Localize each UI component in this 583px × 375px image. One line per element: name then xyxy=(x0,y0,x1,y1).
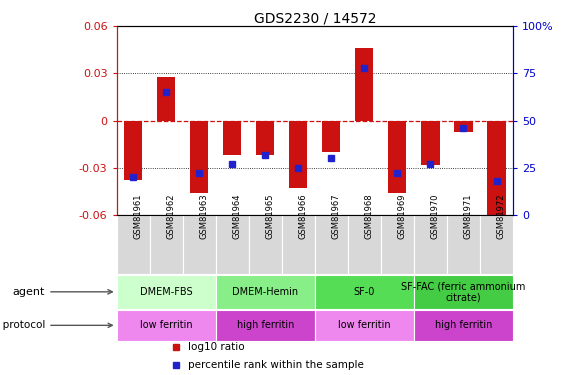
Bar xyxy=(348,215,381,274)
Bar xyxy=(216,310,315,341)
Title: GDS2230 / 14572: GDS2230 / 14572 xyxy=(254,11,376,25)
Bar xyxy=(117,310,216,341)
Bar xyxy=(182,215,216,274)
Text: GSM81969: GSM81969 xyxy=(398,194,406,239)
Text: SF-0: SF-0 xyxy=(354,287,375,297)
Bar xyxy=(216,215,249,274)
Bar xyxy=(117,215,150,274)
Text: GSM81967: GSM81967 xyxy=(331,194,340,240)
Text: high ferritin: high ferritin xyxy=(237,320,294,330)
Bar xyxy=(480,215,513,274)
Text: low ferritin: low ferritin xyxy=(140,320,192,330)
Bar xyxy=(190,121,208,193)
Bar xyxy=(322,121,340,152)
Bar xyxy=(216,275,315,309)
Bar xyxy=(223,121,241,155)
Bar xyxy=(315,215,348,274)
Bar xyxy=(124,121,142,180)
Bar xyxy=(414,275,513,309)
Text: GSM81972: GSM81972 xyxy=(497,194,505,239)
Text: GSM81966: GSM81966 xyxy=(298,194,307,240)
Bar xyxy=(249,215,282,274)
Bar xyxy=(487,121,505,218)
Bar xyxy=(422,121,440,165)
Text: DMEM-Hemin: DMEM-Hemin xyxy=(232,287,298,297)
Text: GSM81970: GSM81970 xyxy=(430,194,440,239)
Bar xyxy=(315,310,414,341)
Bar xyxy=(256,121,275,155)
Bar xyxy=(447,215,480,274)
Text: SF-FAC (ferric ammonium
citrate): SF-FAC (ferric ammonium citrate) xyxy=(401,281,526,303)
Bar xyxy=(117,275,216,309)
Text: high ferritin: high ferritin xyxy=(435,320,492,330)
Text: percentile rank within the sample: percentile rank within the sample xyxy=(188,360,364,370)
Bar xyxy=(414,215,447,274)
Text: low ferritin: low ferritin xyxy=(338,320,391,330)
Text: GSM81965: GSM81965 xyxy=(265,194,274,239)
Text: GSM81964: GSM81964 xyxy=(232,194,241,239)
Bar xyxy=(315,275,414,309)
Text: GSM81962: GSM81962 xyxy=(166,194,175,239)
Text: GSM81968: GSM81968 xyxy=(364,194,373,240)
Bar xyxy=(157,76,175,121)
Text: GSM81961: GSM81961 xyxy=(133,194,142,239)
Text: agent: agent xyxy=(13,287,113,297)
Bar xyxy=(454,121,473,132)
Bar xyxy=(388,121,406,193)
Bar xyxy=(282,215,315,274)
Text: GSM81971: GSM81971 xyxy=(463,194,472,239)
Bar xyxy=(150,215,182,274)
Text: DMEM-FBS: DMEM-FBS xyxy=(140,287,192,297)
Bar xyxy=(355,48,374,121)
Text: log10 ratio: log10 ratio xyxy=(188,342,245,352)
Bar xyxy=(289,121,307,188)
Bar xyxy=(381,215,414,274)
Text: GSM81963: GSM81963 xyxy=(199,194,208,240)
Bar xyxy=(414,310,513,341)
Text: growth protocol: growth protocol xyxy=(0,320,113,330)
